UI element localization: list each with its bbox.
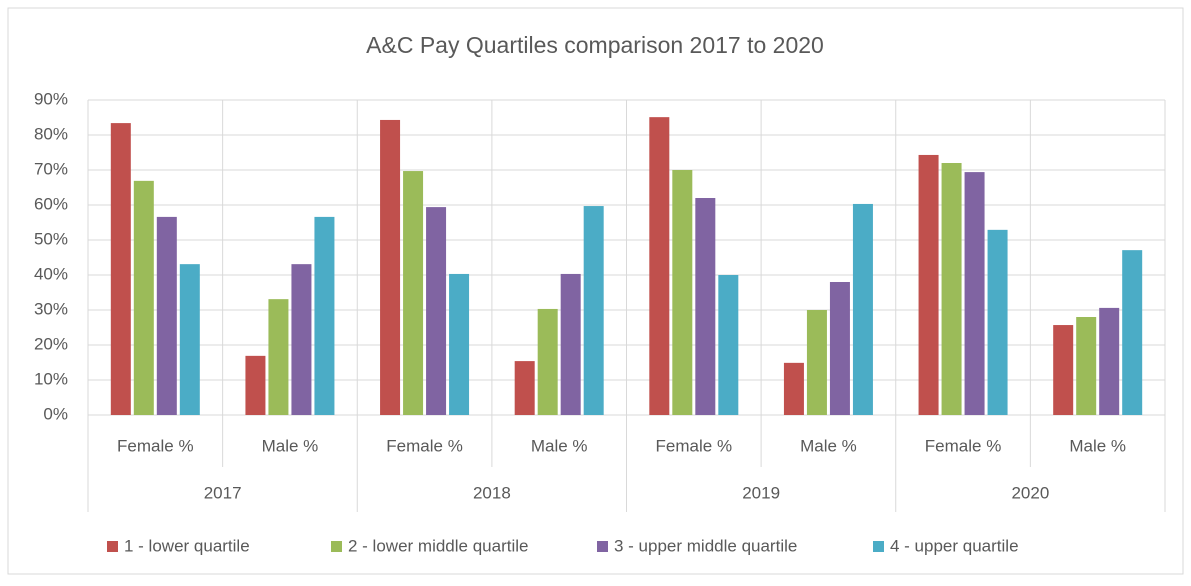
x-tick-label: Female % — [386, 436, 463, 455]
bar — [449, 273, 470, 415]
group-label: 2020 — [1011, 483, 1049, 502]
bar — [537, 308, 558, 415]
y-tick-label: 40% — [34, 264, 68, 283]
bar — [987, 229, 1008, 415]
y-tick-label: 80% — [34, 124, 68, 143]
legend-swatch — [873, 541, 884, 552]
bar — [133, 180, 154, 415]
bar — [560, 273, 581, 415]
bar — [829, 282, 850, 415]
bar — [852, 203, 873, 415]
bar — [291, 264, 312, 415]
x-tick-label: Male % — [1069, 436, 1126, 455]
legend-label: 4 - upper quartile — [890, 536, 1019, 555]
y-tick-label: 60% — [34, 194, 68, 213]
x-tick-label: Female % — [925, 436, 1002, 455]
bar — [1076, 317, 1097, 415]
x-tick-label: Female % — [117, 436, 194, 455]
bar — [941, 163, 962, 415]
x-tick-label: Female % — [656, 436, 733, 455]
y-tick-label: 10% — [34, 369, 68, 388]
group-label: 2017 — [204, 483, 242, 502]
bar — [110, 123, 131, 415]
x-tick-label: Male % — [262, 436, 319, 455]
bar — [179, 264, 200, 415]
chart-title: A&C Pay Quartiles comparison 2017 to 202… — [366, 32, 824, 58]
y-tick-label: 0% — [43, 404, 68, 423]
bar — [1122, 250, 1143, 415]
legend-label: 1 - lower quartile — [124, 536, 250, 555]
bar — [806, 310, 827, 415]
y-tick-label: 70% — [34, 159, 68, 178]
y-tick-label: 20% — [34, 334, 68, 353]
bar — [268, 299, 289, 415]
y-tick-label: 50% — [34, 229, 68, 248]
group-label: 2019 — [742, 483, 780, 502]
bar — [314, 216, 335, 415]
legend-swatch — [107, 541, 118, 552]
legend-swatch — [331, 541, 342, 552]
bar — [380, 119, 401, 415]
legend-label: 3 - upper middle quartile — [614, 536, 797, 555]
bar — [649, 117, 670, 416]
bar — [1099, 307, 1120, 415]
bar — [514, 361, 535, 415]
x-tick-label: Male % — [800, 436, 857, 455]
legend-swatch — [597, 541, 608, 552]
y-tick-label: 90% — [34, 89, 68, 108]
y-tick-label: 30% — [34, 299, 68, 318]
x-tick-label: Male % — [531, 436, 588, 455]
bar — [783, 362, 804, 415]
bar — [918, 154, 939, 415]
bar — [1053, 325, 1074, 415]
bar — [403, 171, 424, 415]
group-label: 2018 — [473, 483, 511, 502]
bar — [718, 275, 739, 415]
bar — [672, 170, 693, 415]
bar — [695, 198, 716, 415]
bar — [245, 355, 266, 415]
bar — [964, 172, 985, 415]
bar — [156, 216, 177, 415]
legend-label: 2 - lower middle quartile — [348, 536, 528, 555]
bar — [426, 207, 447, 415]
bar — [583, 206, 604, 415]
